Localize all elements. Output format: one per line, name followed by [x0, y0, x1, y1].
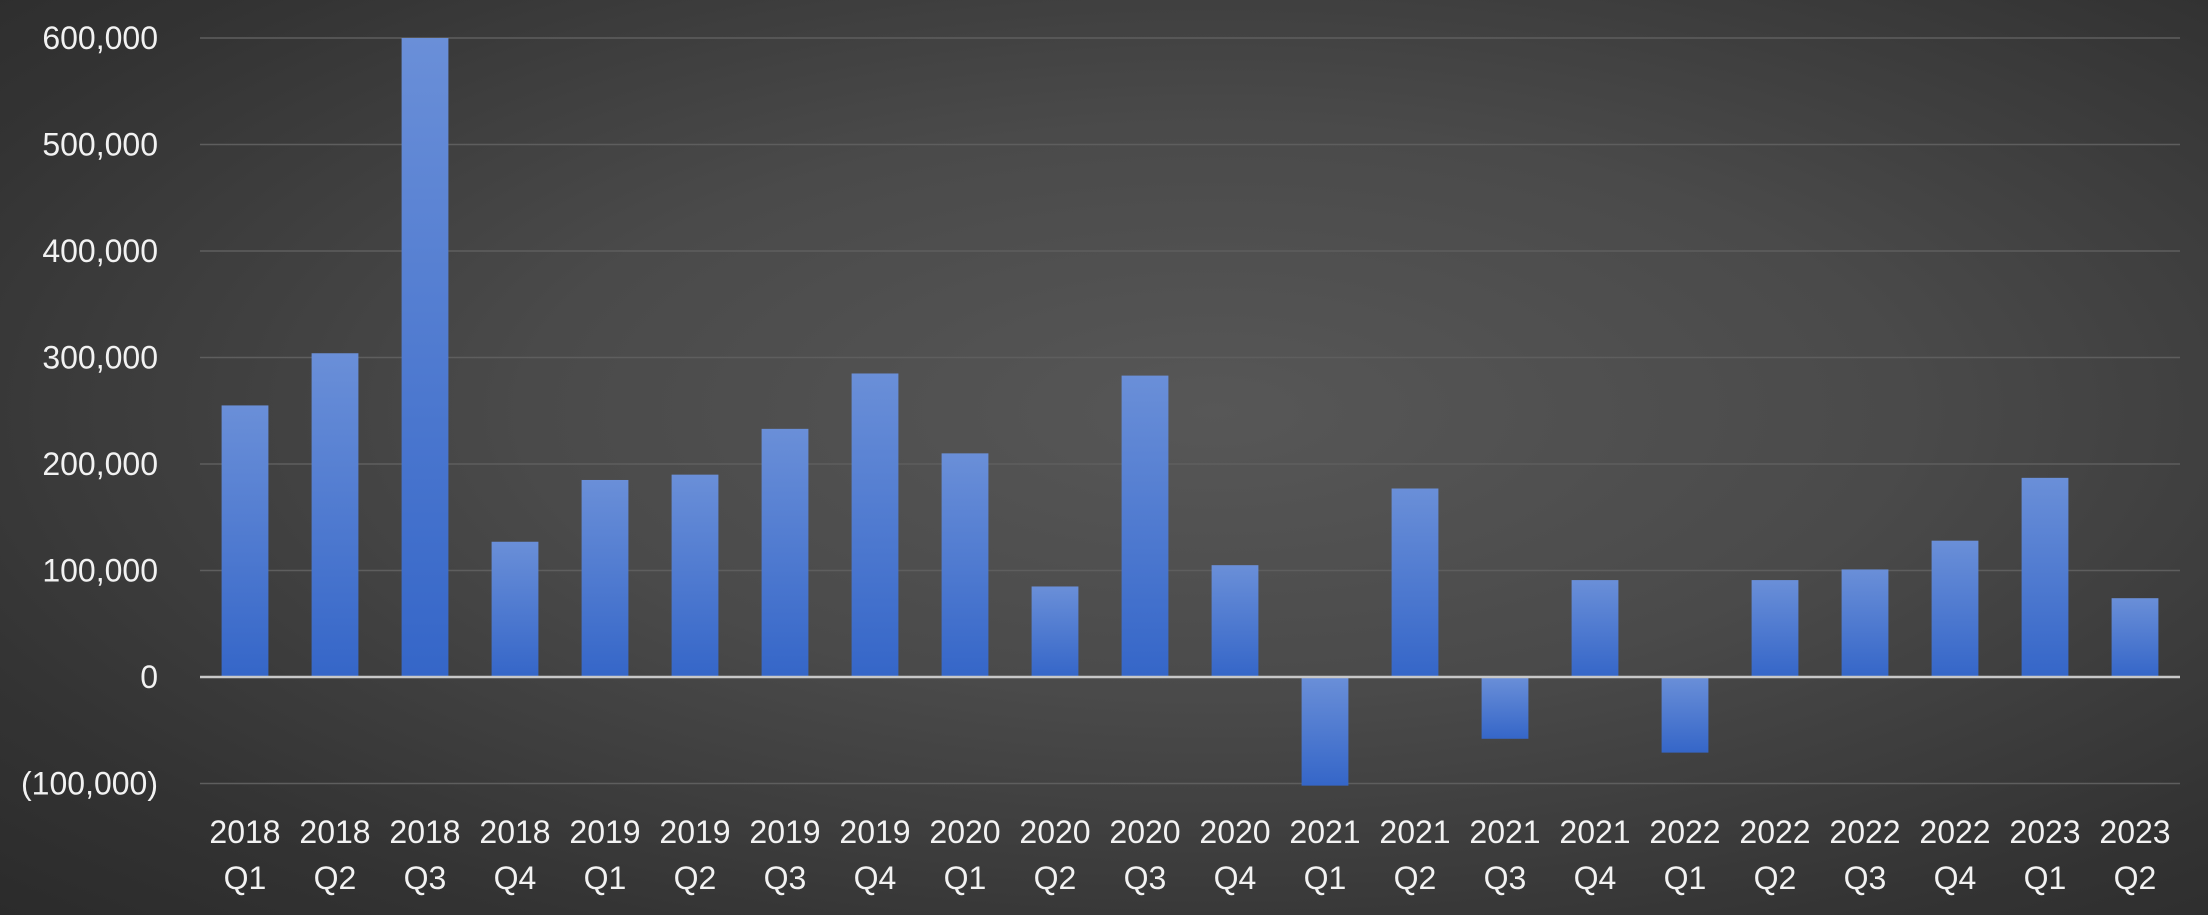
bar-2018-Q3	[401, 38, 449, 677]
x-tick-label-year: 2020	[1019, 814, 1090, 850]
x-tick-label-year: 2018	[479, 814, 550, 850]
x-axis-categories: 2018 Q1 2018 Q2 2018 Q3 2018 Q4 2019 Q1 2019 Q2 2019…	[209, 814, 2170, 896]
bar-2019-Q1	[581, 479, 629, 677]
x-tick-label-year: 2018	[389, 814, 460, 850]
x-tick-label-year: 2018	[299, 814, 370, 850]
x-tick-label-year: 2021	[1469, 814, 1540, 850]
x-tick-label-quarter: Q3	[1124, 860, 1167, 896]
x-tick-label-year: 2019	[749, 814, 820, 850]
bar-2020-Q3	[1121, 375, 1169, 677]
x-tick-label-year: 2020	[1199, 814, 1270, 850]
x-tick-label-year: 2022	[1739, 814, 1810, 850]
x-tick-label-quarter: Q2	[2114, 860, 2157, 896]
x-tick-label-quarter: Q1	[1664, 860, 1707, 896]
bar-2023-Q2	[2111, 598, 2159, 677]
x-tick-label-year: 2021	[1559, 814, 1630, 850]
y-tick-label: 300,000	[42, 340, 158, 376]
x-tick-label-year: 2019	[839, 814, 910, 850]
x-tick-label-year: 2019	[659, 814, 730, 850]
bars	[221, 38, 2159, 786]
x-tick-label-quarter: Q1	[944, 860, 987, 896]
bar-2019-Q2	[671, 474, 719, 677]
bar-2022-Q2	[1751, 580, 1799, 677]
x-tick-label-year: 2021	[1379, 814, 1450, 850]
x-tick-label-quarter: Q1	[2024, 860, 2067, 896]
y-tick-label: 100,000	[42, 553, 158, 589]
x-tick-label-year: 2022	[1919, 814, 1990, 850]
bar-2021-Q2	[1391, 488, 1439, 677]
bar-2022-Q1	[1661, 677, 1709, 753]
bar-2018-Q2	[311, 353, 359, 677]
bar-2020-Q4	[1211, 565, 1259, 677]
x-tick-label-quarter: Q3	[1484, 860, 1527, 896]
y-tick-label: 500,000	[42, 127, 158, 163]
x-tick-label-year: 2020	[929, 814, 1000, 850]
bar-2019-Q3	[761, 428, 809, 677]
x-tick-label-quarter: Q3	[404, 860, 447, 896]
x-tick-label-year: 2021	[1289, 814, 1360, 850]
bar-2021-Q4	[1571, 580, 1619, 677]
y-tick-label: (100,000)	[21, 766, 158, 802]
bar-2020-Q1	[941, 453, 989, 677]
bar-2023-Q1	[2021, 477, 2069, 677]
bar-2021-Q3	[1481, 677, 1529, 739]
x-tick-label-quarter: Q2	[674, 860, 717, 896]
x-tick-label-quarter: Q3	[764, 860, 807, 896]
x-tick-label-quarter: Q2	[1754, 860, 1797, 896]
bar-2021-Q1	[1301, 677, 1349, 786]
x-tick-label-year: 2018	[209, 814, 280, 850]
bar-2022-Q4	[1931, 540, 1979, 677]
bar-2022-Q3	[1841, 569, 1889, 677]
y-tick-label: 200,000	[42, 446, 158, 482]
bar-2018-Q4	[491, 541, 539, 677]
x-tick-label-quarter: Q2	[1034, 860, 1077, 896]
y-tick-label: 400,000	[42, 233, 158, 269]
x-tick-label-quarter: Q3	[1844, 860, 1887, 896]
x-tick-label-year: 2023	[2009, 814, 2080, 850]
x-tick-label-year: 2020	[1109, 814, 1180, 850]
x-tick-label-quarter: Q4	[494, 860, 537, 896]
x-tick-label-quarter: Q4	[854, 860, 897, 896]
x-tick-label-quarter: Q1	[1304, 860, 1347, 896]
y-tick-label: 0	[140, 659, 158, 695]
x-tick-label-quarter: Q2	[314, 860, 357, 896]
y-tick-label: 600,000	[42, 20, 158, 56]
x-tick-label-quarter: Q1	[224, 860, 267, 896]
x-tick-label-quarter: Q4	[1574, 860, 1617, 896]
x-tick-label-quarter: Q1	[584, 860, 627, 896]
x-tick-label-year: 2023	[2099, 814, 2170, 850]
bar-2020-Q2	[1031, 586, 1079, 677]
x-tick-label-quarter: Q4	[1214, 860, 1257, 896]
bar-2018-Q1	[221, 405, 269, 677]
x-tick-label-year: 2022	[1829, 814, 1900, 850]
bar-2019-Q4	[851, 373, 899, 677]
x-tick-label-quarter: Q2	[1394, 860, 1437, 896]
x-tick-label-year: 2022	[1649, 814, 1720, 850]
x-tick-label-quarter: Q4	[1934, 860, 1977, 896]
y-axis-ticks: 600,000 500,000 400,000 300,000 200,000 100,0…	[21, 20, 158, 802]
x-tick-label-year: 2019	[569, 814, 640, 850]
